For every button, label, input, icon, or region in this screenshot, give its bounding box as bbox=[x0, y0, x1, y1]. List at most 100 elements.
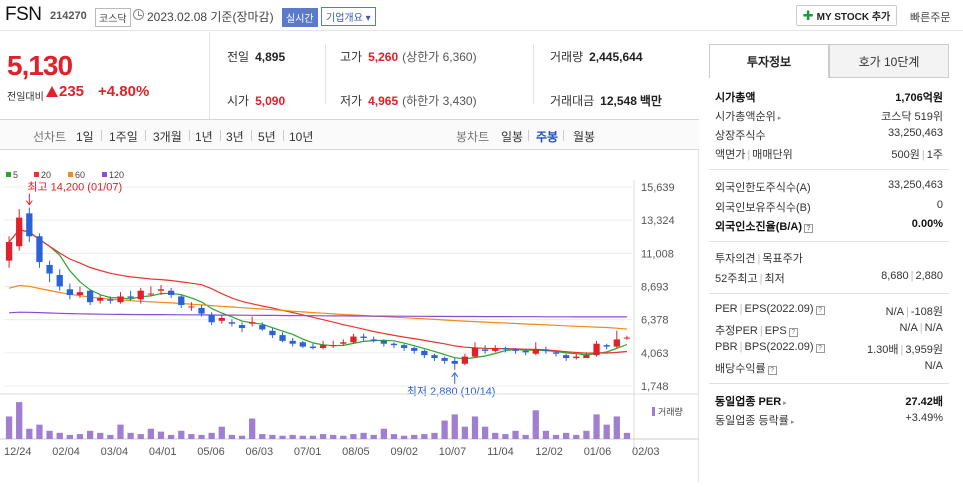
tab-3m[interactable]: 3개월 bbox=[153, 130, 182, 144]
company-overview-dropdown[interactable]: 기업개요 ▾ bbox=[321, 7, 376, 26]
row-key: 외국인한도주식수(A) bbox=[715, 182, 811, 194]
candle-body bbox=[137, 290, 144, 300]
stat-high: 고가 5,260 (상한가 6,360) bbox=[340, 48, 477, 65]
stat-label: 시가 bbox=[227, 94, 250, 108]
volume-bar bbox=[350, 434, 357, 439]
plus-icon: ✚ bbox=[802, 7, 814, 23]
y-tick-label: 1,748 bbox=[641, 381, 669, 393]
candle-body bbox=[461, 356, 469, 364]
divider bbox=[709, 293, 949, 294]
y-tick-label: 11,008 bbox=[641, 248, 674, 260]
stat-amount: 거래대금 12,548 백만 bbox=[550, 92, 662, 109]
stat-value: 5,090 bbox=[255, 94, 286, 108]
divider bbox=[189, 130, 190, 141]
legend-swatch bbox=[6, 172, 11, 177]
candle-body bbox=[552, 352, 560, 354]
help-icon: ? bbox=[804, 224, 813, 233]
volume-bar bbox=[441, 420, 448, 439]
candle-body bbox=[117, 296, 124, 303]
quick-order-link[interactable]: 빠른주문 bbox=[910, 12, 951, 24]
stock-chart[interactable]: 5 20 60 120 15,639 13,324 11,008 8,693 6,378 4,06… bbox=[0, 150, 699, 482]
volume-bar bbox=[218, 426, 225, 439]
tab-5y[interactable]: 5년 bbox=[258, 130, 276, 144]
candle-body bbox=[249, 322, 256, 324]
chart-period-tabs: 선차트 1일 1주일 3개월 1년 3년 5년 10년 봉차트 일봉 주봉 월봉 bbox=[0, 119, 699, 150]
stat-value: 4,965 bbox=[368, 94, 399, 108]
y-tick-label: 8,693 bbox=[641, 282, 669, 294]
tab-3y[interactable]: 3년 bbox=[226, 130, 244, 144]
candle-body bbox=[76, 292, 84, 296]
mystock-add-button[interactable]: ✚ MY STOCK 추가 bbox=[796, 5, 897, 26]
tab-invest-info[interactable]: 투자정보 bbox=[709, 44, 829, 78]
stat-label: 거래대금 bbox=[550, 94, 595, 108]
volume-bar bbox=[137, 434, 144, 439]
candle-body bbox=[532, 349, 539, 354]
realtime-button[interactable]: 실시간 bbox=[282, 8, 318, 27]
x-tick-label: 12/24 bbox=[4, 446, 32, 458]
tab-10y[interactable]: 10년 bbox=[289, 130, 314, 144]
row-value: N/A | -108원 bbox=[885, 306, 943, 318]
tab-weekly[interactable]: 주봉 bbox=[536, 130, 559, 144]
candle-body bbox=[127, 296, 134, 298]
tab-1w[interactable]: 1주일 bbox=[109, 130, 138, 144]
volume-bar bbox=[46, 430, 53, 439]
x-tick-label: 08/05 bbox=[342, 446, 370, 458]
volume-bar bbox=[431, 432, 438, 439]
volume-bar bbox=[360, 432, 367, 439]
volume-bar bbox=[86, 430, 94, 439]
volume-bar bbox=[76, 434, 84, 439]
row-listed-shares: 상장주식수 33,250,463 bbox=[715, 127, 943, 143]
volume-legend-label: 거래량 bbox=[658, 406, 683, 417]
candle-body bbox=[259, 325, 266, 330]
stat-label: 고가 bbox=[340, 50, 363, 64]
volume-bar bbox=[66, 434, 73, 439]
candle-body bbox=[86, 290, 94, 303]
tab-daily[interactable]: 일봉 bbox=[501, 130, 524, 144]
y-tick-label: 15,639 bbox=[641, 182, 675, 194]
volume-bar bbox=[249, 418, 256, 439]
volume-bar bbox=[319, 434, 327, 439]
volume-bar bbox=[532, 410, 539, 439]
row-value: 500원 | 1주 bbox=[891, 149, 943, 161]
volume-bar bbox=[117, 424, 124, 439]
volume-bar bbox=[228, 434, 236, 439]
volume-bar bbox=[370, 434, 377, 439]
x-tick-label: 12/02 bbox=[535, 446, 563, 458]
row-par-unit: 액면가 | 매매단위 500원 | 1주 bbox=[715, 146, 943, 162]
divider bbox=[709, 169, 949, 170]
price-change: 235 bbox=[46, 83, 84, 100]
annotation-arrowhead bbox=[25, 200, 33, 206]
volume-bar bbox=[269, 434, 276, 439]
volume-bar bbox=[380, 428, 387, 439]
tab-1d[interactable]: 1일 bbox=[76, 130, 94, 144]
volume-bar bbox=[512, 430, 519, 439]
volume-bar bbox=[471, 416, 479, 439]
tab-1y[interactable]: 1년 bbox=[195, 130, 213, 144]
tab-monthly[interactable]: 월봉 bbox=[573, 130, 596, 144]
market-badge: 코스닥 bbox=[95, 8, 131, 27]
candle-body bbox=[178, 296, 185, 306]
row-key: 52주최고 | 최저 bbox=[715, 273, 785, 285]
candle-body bbox=[26, 213, 33, 237]
help-icon: ? bbox=[767, 366, 777, 375]
legend-label: 120 bbox=[109, 170, 124, 180]
row-value: N/A bbox=[924, 360, 943, 372]
tab-hoga-10[interactable]: 호가 10단계 bbox=[829, 44, 949, 78]
stat-volume: 거래량 2,445,644 bbox=[550, 48, 643, 65]
volume-bar bbox=[552, 434, 560, 439]
row-foreign-holding: 외국인보유주식수(B) 0 bbox=[715, 199, 943, 215]
stat-low: 저가 4,965 (하한가 3,430) bbox=[340, 92, 477, 109]
volume-bar bbox=[340, 435, 347, 439]
candle-body bbox=[299, 342, 306, 347]
volume-bar bbox=[390, 434, 398, 439]
upper-limit: (상한가 6,360) bbox=[402, 50, 477, 64]
volume-bar bbox=[481, 426, 489, 439]
x-tick-label: 06/03 bbox=[246, 446, 274, 458]
candle-body bbox=[56, 274, 63, 287]
candle-body bbox=[481, 349, 489, 351]
volume-bar bbox=[198, 434, 205, 439]
stat-label: 저가 bbox=[340, 94, 363, 108]
candle-body bbox=[66, 289, 73, 296]
help-icon: ? bbox=[815, 306, 825, 315]
candle-body bbox=[5, 241, 13, 261]
